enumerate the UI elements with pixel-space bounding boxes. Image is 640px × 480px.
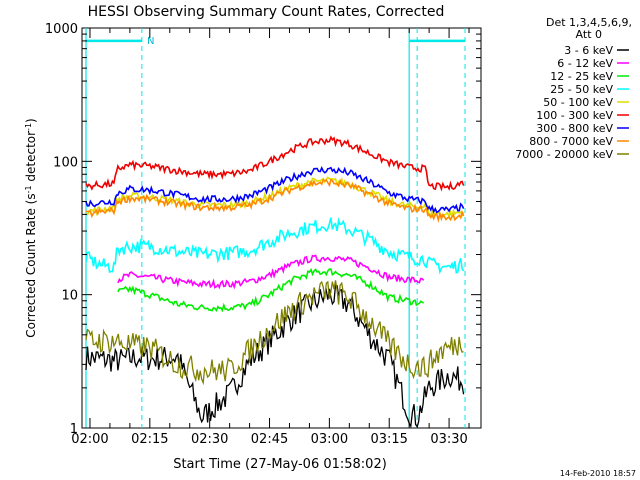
legend-label-7: 800 - 7000 keV: [529, 135, 613, 148]
legend-label-1: 6 - 12 keV: [557, 57, 613, 70]
series-line-8: [85, 280, 464, 386]
legend-label-3: 25 - 50 keV: [550, 83, 613, 96]
x-tick-label: 02:30: [191, 432, 228, 447]
series-line-0: [85, 284, 465, 429]
legend-header-1: Det 1,3,4,5,6,9,: [546, 16, 632, 29]
x-tick-label: 02:15: [131, 432, 168, 447]
series-line-2: [117, 267, 424, 313]
x-tick-label: 03:00: [311, 432, 348, 447]
x-tick-label: 02:00: [71, 432, 108, 447]
legend-label-0: 3 - 6 keV: [564, 44, 613, 57]
series-line-5: [85, 135, 465, 192]
legend-header-2: Att 0: [576, 28, 602, 41]
series-line-3: [85, 217, 465, 275]
annotation-n: N: [147, 36, 154, 47]
y-label-sup-2: -1: [24, 123, 33, 131]
series-line-1: [117, 254, 425, 290]
y-tick-label: 10: [61, 289, 78, 304]
x-tick-label: 02:45: [251, 432, 288, 447]
legend-label-4: 50 - 100 keV: [543, 96, 613, 109]
y-label-end: ): [24, 118, 38, 123]
x-tick-label: 03:15: [370, 432, 407, 447]
footer-timestamp: 14-Feb-2010 18:57: [560, 469, 636, 478]
legend-label-6: 300 - 800 keV: [536, 122, 613, 135]
y-tick-label: 100: [53, 155, 78, 170]
x-axis-label: Start Time (27-May-06 01:58:02): [173, 457, 387, 472]
y-label-main: Corrected Count Rate (s: [24, 193, 38, 337]
y-label-sup-1: -1: [24, 185, 33, 193]
y-tick-label: 1: [70, 422, 78, 437]
plot-frame: [81, 27, 482, 429]
y-label-mid: detector: [24, 131, 38, 186]
legend-label-2: 12 - 25 keV: [550, 70, 613, 83]
y-axis: 1 10 100 1000: [45, 22, 481, 437]
series-line-6: [85, 165, 465, 214]
series-lines: [85, 135, 465, 429]
time-markers: [85, 28, 466, 428]
series-line-7: [85, 178, 465, 224]
legend-label-5: 100 - 300 keV: [536, 109, 613, 122]
x-tick-label: 03:30: [430, 432, 467, 447]
y-axis-label: Corrected Count Rate (s-1 detector-1): [24, 118, 39, 337]
x-axis: 02:00 02:15 02:30 02:45 03:00 03:15 03:30: [71, 28, 470, 447]
y-tick-label: 1000: [45, 22, 78, 37]
legend-label-8: 7000 - 20000 keV: [515, 148, 613, 161]
chart-title: HESSI Observing Summary Count Rates, Cor…: [88, 4, 445, 20]
